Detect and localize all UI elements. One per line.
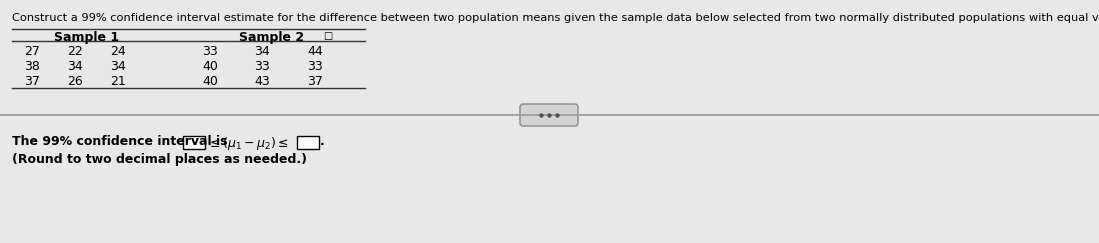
Text: 22: 22 xyxy=(67,45,82,58)
Bar xyxy=(184,136,206,149)
Bar xyxy=(297,136,319,149)
Text: $\leq(\mu_1-\mu_2)\leq$: $\leq(\mu_1-\mu_2)\leq$ xyxy=(207,135,289,152)
Text: Construct a 99% confidence interval estimate for the difference between two popu: Construct a 99% confidence interval esti… xyxy=(12,13,1099,23)
Text: .: . xyxy=(320,135,324,148)
Text: 33: 33 xyxy=(307,60,323,73)
Text: 43: 43 xyxy=(254,75,270,88)
Text: 34: 34 xyxy=(67,60,82,73)
Text: 27: 27 xyxy=(24,45,40,58)
Text: 33: 33 xyxy=(254,60,270,73)
Text: 34: 34 xyxy=(110,60,126,73)
FancyBboxPatch shape xyxy=(520,104,578,126)
Text: 37: 37 xyxy=(24,75,40,88)
Text: 40: 40 xyxy=(202,75,218,88)
Text: 38: 38 xyxy=(24,60,40,73)
Text: 24: 24 xyxy=(110,45,126,58)
Text: Sample 1: Sample 1 xyxy=(55,31,120,44)
Text: 40: 40 xyxy=(202,60,218,73)
Text: Sample 2: Sample 2 xyxy=(240,31,304,44)
Text: 34: 34 xyxy=(254,45,270,58)
Text: □: □ xyxy=(323,31,332,41)
Text: 37: 37 xyxy=(307,75,323,88)
Text: 26: 26 xyxy=(67,75,82,88)
Text: 33: 33 xyxy=(202,45,218,58)
Text: (Round to two decimal places as needed.): (Round to two decimal places as needed.) xyxy=(12,153,307,166)
Text: The 99% confidence interval is: The 99% confidence interval is xyxy=(12,135,232,148)
Text: 21: 21 xyxy=(110,75,126,88)
Text: 44: 44 xyxy=(307,45,323,58)
